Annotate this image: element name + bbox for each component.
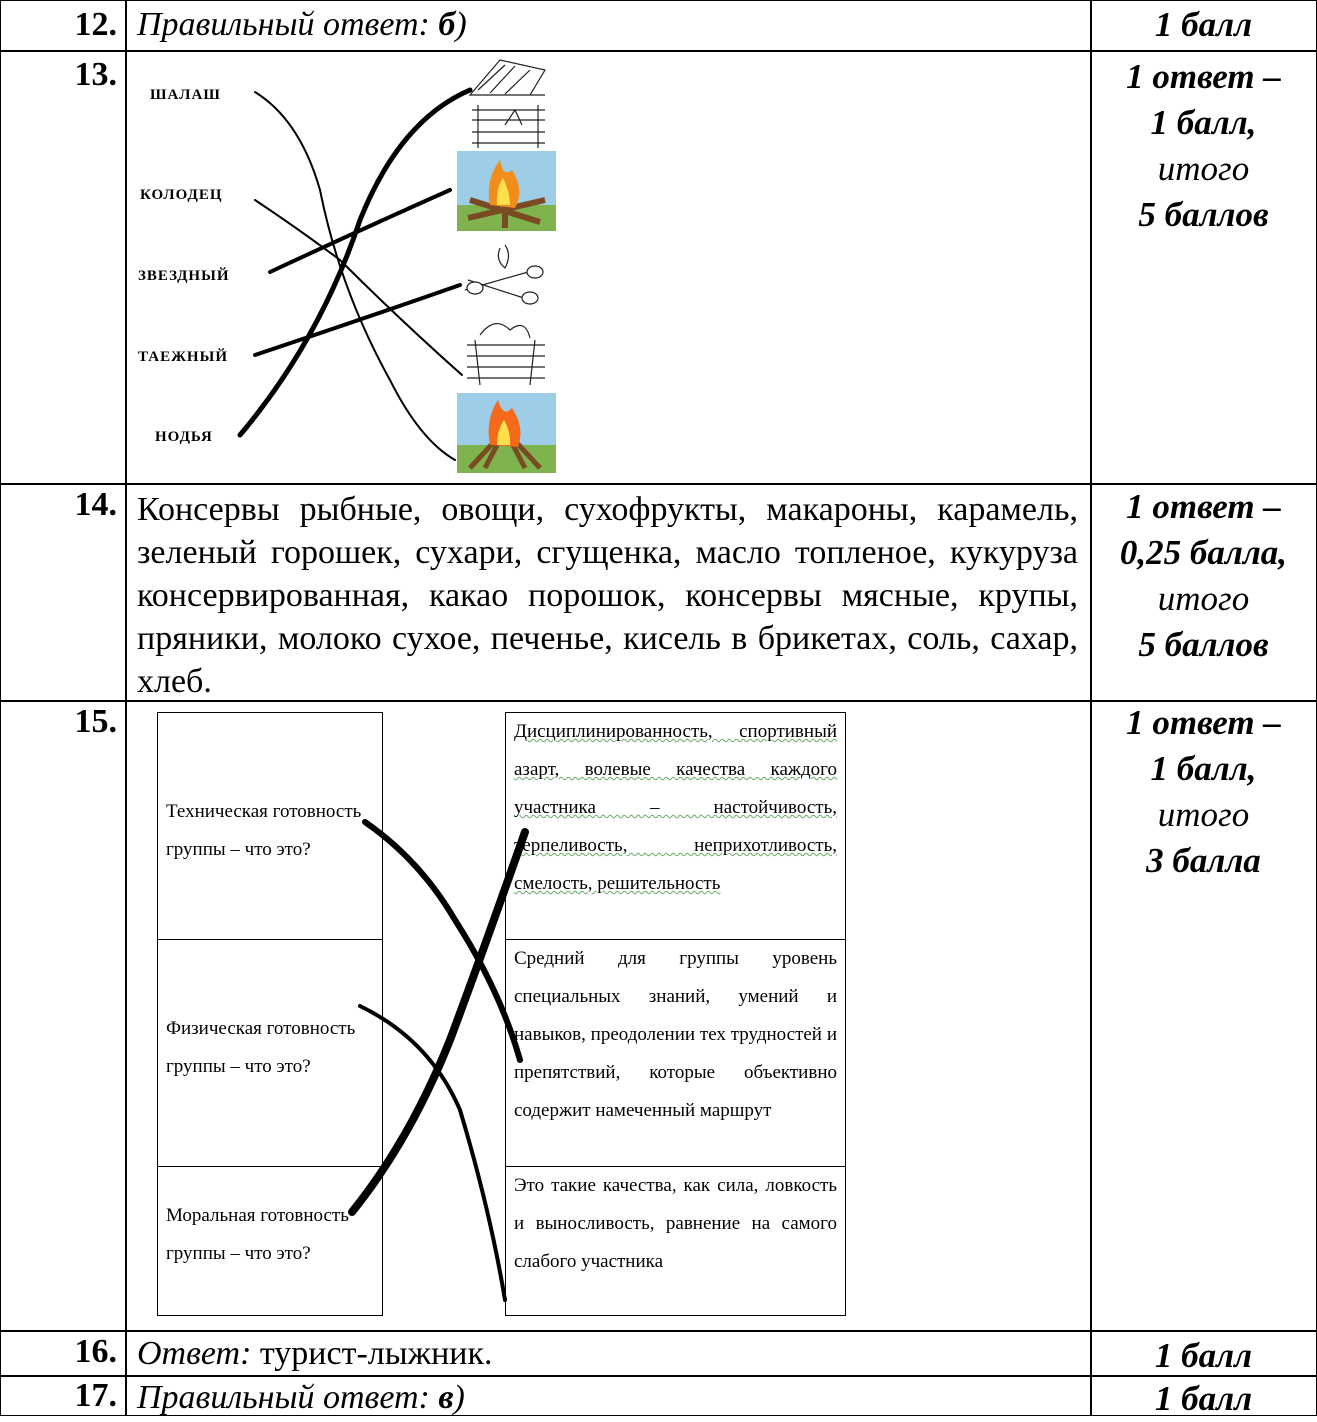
row-number: 15.: [74, 703, 118, 740]
match-word: ЗВЕЗДНЫЙ: [138, 268, 230, 284]
row-number: 16.: [74, 1333, 118, 1370]
image-nodya: [457, 393, 556, 473]
row-number: 13.: [74, 56, 118, 93]
answer-tail: ): [453, 1379, 465, 1416]
score-line: 5 баллов: [1138, 195, 1269, 234]
connector-line: [348, 828, 529, 1216]
connector-line: [253, 283, 462, 357]
answer-value: в: [438, 1379, 454, 1416]
answer-value: б: [438, 6, 456, 43]
column-rule: [125, 0, 127, 1416]
connector-line: [254, 91, 456, 461]
row-rule: [0, 1375, 1317, 1377]
answer: Правильный ответ: в): [125, 1375, 465, 1421]
row-rule: [0, 1330, 1317, 1332]
sketch-zvezdny: [464, 244, 544, 305]
answer-label: Правильный ответ:: [137, 1379, 430, 1416]
connector-line: [254, 199, 463, 376]
score: 1 ответ – 0,25 балла, итого 5 баллов: [1090, 484, 1317, 668]
score-line: 3 балла: [1146, 841, 1261, 880]
answer-text: турист-лыжник.: [259, 1335, 493, 1372]
row-rule: [0, 483, 1317, 485]
answer-text: Консервы рыбные, овощи, сухофрукты, мака…: [137, 491, 1078, 700]
row-number: 12.: [74, 6, 118, 43]
match-word: ТАЕЖНЫЙ: [138, 349, 228, 365]
score: 1 балл: [1090, 1376, 1317, 1422]
matching-lines: [348, 819, 529, 1302]
answer: Правильный ответ: б): [125, 2, 467, 48]
left-cell: Техническая готовность группы – что это?: [157, 712, 383, 940]
row-rule: [0, 700, 1317, 702]
match-word: НОДЬЯ: [155, 429, 213, 445]
connector-line: [268, 188, 452, 274]
column-rule: [1090, 0, 1092, 1416]
connectors: [237, 87, 473, 461]
sketch-shalash: [468, 59, 546, 96]
score: 1 ответ – 1 балл, итого 5 баллов: [1090, 54, 1317, 238]
score-line: итого: [1157, 579, 1250, 618]
row-number: 14.: [74, 486, 118, 523]
match-word: ШАЛАШ: [150, 87, 221, 103]
image-star-fire: [457, 151, 556, 231]
answer-label: Правильный ответ:: [137, 6, 430, 43]
score-line: 1 балл: [1154, 5, 1253, 44]
row-rule: [0, 50, 1317, 52]
right-cell: Дисциплинированность, спортивный азарт, …: [505, 712, 846, 940]
score: 1 балл: [1090, 1333, 1317, 1379]
match-word: КОЛОДЕЦ: [140, 187, 223, 203]
score-line: 1 ответ –: [1126, 487, 1281, 526]
left-cell: Физическая готовность группы – что это?: [157, 939, 383, 1167]
right-cell: Средний для группы уровень специальных з…: [505, 939, 846, 1167]
score: 1 ответ – 1 балл, итого 3 балла: [1090, 700, 1317, 884]
connector-line: [237, 87, 473, 438]
score: 1 балл: [1090, 2, 1317, 48]
answer-tail: ): [455, 6, 467, 43]
connector-line: [358, 1004, 507, 1302]
left-cell: Моральная готовность группы – что это?: [157, 1166, 383, 1316]
score-line: 1 ответ –: [1126, 703, 1281, 742]
answer: Ответ: турист-лыжник.: [125, 1331, 492, 1377]
score-line: 1 ответ –: [1126, 57, 1281, 96]
row-number: 17.: [74, 1377, 118, 1414]
connector-line: [362, 819, 523, 1063]
right-cell: Это такие качества, как сила, ловкость и…: [505, 1166, 846, 1316]
score-line: 1 балл: [1154, 1379, 1253, 1418]
score-line: итого: [1157, 795, 1250, 834]
answer-label: Ответ:: [137, 1335, 252, 1372]
matching-diagram: [237, 59, 556, 473]
score-line: 1 балл,: [1150, 749, 1257, 788]
sketch-taezhny: [467, 323, 545, 386]
score-line: итого: [1157, 149, 1250, 188]
score-line: 1 балл,: [1150, 103, 1257, 142]
score-line: 0,25 балла,: [1119, 533, 1288, 572]
sketch-kolodets: [472, 105, 545, 148]
score-line: 1 балл: [1154, 1336, 1253, 1375]
score-line: 5 баллов: [1138, 625, 1269, 664]
